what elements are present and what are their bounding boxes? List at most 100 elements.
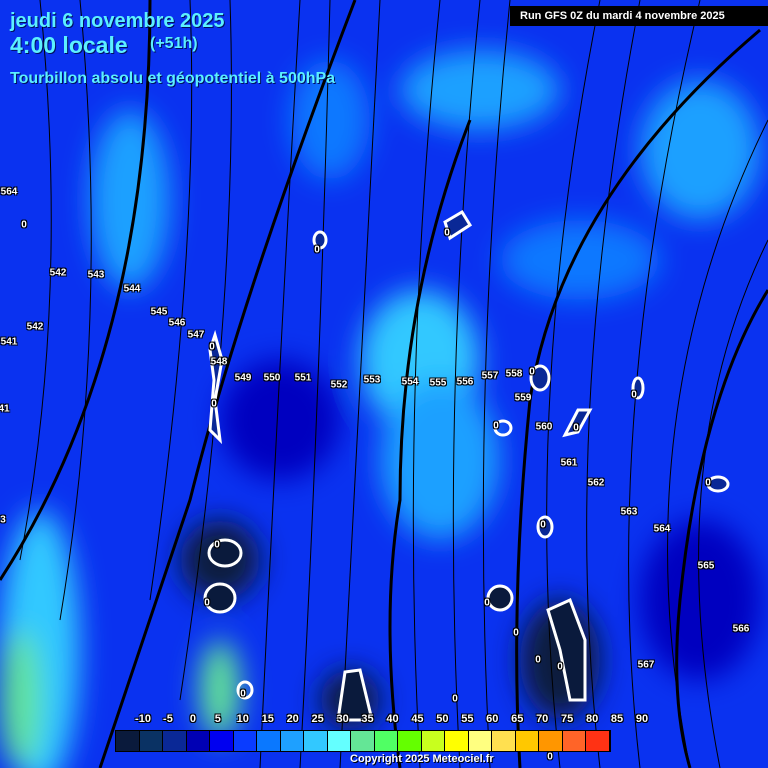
- vorticity-label: 0: [484, 597, 490, 609]
- geopotential-label: 558: [505, 368, 523, 380]
- geopotential-label: 554: [401, 376, 419, 388]
- vorticity-label: 0: [535, 654, 541, 666]
- vorticity-label: 0: [513, 627, 519, 639]
- colorbar-tick-label: 45: [411, 713, 424, 725]
- colorbar-swatch: [210, 731, 234, 751]
- colorbar-swatch: [327, 731, 351, 751]
- geopotential-label: 561: [560, 457, 578, 469]
- model-run-label: Run GFS 0Z du mardi 4 novembre 2025: [510, 6, 768, 26]
- colorbar-tick-label: 15: [261, 713, 274, 725]
- forecast-time: 4:00 locale: [10, 32, 128, 58]
- geopotential-label: 559: [514, 392, 532, 404]
- colorbar-swatch: [116, 731, 140, 751]
- geopotential-label: 551: [294, 372, 312, 384]
- colorbar-tick-label: 35: [361, 713, 374, 725]
- colorbar-tick-label: 50: [436, 713, 449, 725]
- geopotential-label: 567: [637, 659, 655, 671]
- geopotential-label: 549: [234, 372, 252, 384]
- geopotential-label: 564: [653, 523, 671, 535]
- geopotential-label: 562: [587, 477, 605, 489]
- vorticity-label: 0: [547, 751, 553, 763]
- vorticity-label: 0: [557, 661, 563, 673]
- geopotential-label: 550: [263, 372, 281, 384]
- colorbar-swatch: [562, 731, 586, 751]
- geopotential-label: 556: [456, 376, 474, 388]
- colorbar-swatch: [515, 731, 539, 751]
- colorbar-swatch: [445, 731, 469, 751]
- geopotential-label: 553: [363, 374, 381, 386]
- vorticity-label: 0: [240, 688, 246, 700]
- vorticity-label: 0: [705, 477, 711, 489]
- colorbar-tick-label: 65: [511, 713, 524, 725]
- colorbar-tick-label: 10: [236, 713, 249, 725]
- colorbar-tick-label: 20: [286, 713, 299, 725]
- geopotential-label: 560: [535, 421, 553, 433]
- geopotential-label: 555: [429, 377, 447, 389]
- colorbar-swatch: [586, 731, 610, 751]
- vorticity-label: 0: [21, 219, 27, 231]
- colorbar-tick-label: 25: [311, 713, 324, 725]
- vorticity-label: 0: [452, 693, 458, 705]
- thin-geopotential-contours: [19, 0, 768, 768]
- colorbar-tick-label: 85: [610, 713, 624, 725]
- geopotential-label: 542: [26, 321, 44, 333]
- colorbar-tick-label: 70: [536, 713, 549, 725]
- colorbar-tick-label: -5: [163, 713, 173, 725]
- colorbar-swatch: [139, 731, 163, 751]
- vorticity-label: 0: [204, 597, 210, 609]
- geopotential-label: 547: [187, 329, 205, 341]
- geopotential-label: 563: [620, 506, 638, 518]
- geopotential-label: 548: [210, 356, 228, 368]
- geopotential-label: 552: [330, 379, 348, 391]
- colorbar-tick-label: -10: [135, 713, 151, 725]
- colorbar: [115, 730, 611, 752]
- geopotential-label: 557: [481, 370, 499, 382]
- colorbar-swatch: [539, 731, 563, 751]
- colorbar-swatch: [233, 731, 257, 751]
- colorbar-tick-label: 60: [486, 713, 499, 725]
- geopotential-label: 546: [168, 317, 186, 329]
- geopotential-label: 544: [123, 283, 141, 295]
- forecast-lead-time: (+51h): [150, 35, 198, 52]
- colorbar-swatch: [468, 731, 492, 751]
- colorbar-swatch: [351, 731, 375, 751]
- vorticity-label: 0: [631, 389, 637, 401]
- geopotential-label: 545: [150, 306, 168, 318]
- colorbar-swatch: [304, 731, 328, 751]
- colorbar-tick-label: 30: [336, 713, 349, 725]
- vorticity-label: 0: [211, 398, 217, 410]
- colorbar-swatch: [398, 731, 422, 751]
- colorbar-swatch: [280, 731, 304, 751]
- colorbar-swatch: [492, 731, 516, 751]
- colorbar-swatch: [374, 731, 398, 751]
- geopotential-label: 543: [87, 269, 105, 281]
- vorticity-label: 0: [444, 227, 450, 239]
- geopotential-label: 3: [0, 514, 6, 526]
- colorbar-tick-label: 0: [189, 713, 196, 725]
- vorticity-zero-contours: [203, 209, 730, 722]
- geopotential-label: 541: [0, 336, 18, 348]
- vorticity-label: 0: [214, 539, 220, 551]
- colorbar-swatch: [257, 731, 281, 751]
- vorticity-label: 0: [493, 420, 499, 432]
- colorbar-tick-label: 80: [585, 713, 599, 725]
- geopotential-label: 565: [697, 560, 715, 572]
- colorbar-swatch: [163, 731, 187, 751]
- colorbar-swatch: [186, 731, 210, 751]
- vorticity-label: 0: [209, 341, 215, 353]
- geopotential-label: 41: [0, 403, 10, 415]
- colorbar-tick-label: 75: [561, 713, 574, 725]
- vorticity-label: 0: [529, 366, 535, 378]
- colorbar-tick-label: 40: [386, 713, 399, 725]
- copyright: Copyright 2025 Meteociel.fr: [350, 753, 494, 765]
- geopotential-label: 564: [0, 186, 18, 198]
- vorticity-label: 0: [573, 422, 579, 434]
- geopotential-label: 542: [49, 267, 67, 279]
- forecast-date: jeudi 6 novembre 2025: [10, 10, 225, 32]
- parameter-title: Tourbillon absolu et géopotentiel à 500h…: [10, 70, 336, 87]
- vorticity-label: 0: [540, 519, 546, 531]
- colorbar-tick-label: 5: [214, 713, 221, 725]
- colorbar-tick-label: 55: [461, 713, 474, 725]
- colorbar-tick-label: 90: [635, 713, 649, 725]
